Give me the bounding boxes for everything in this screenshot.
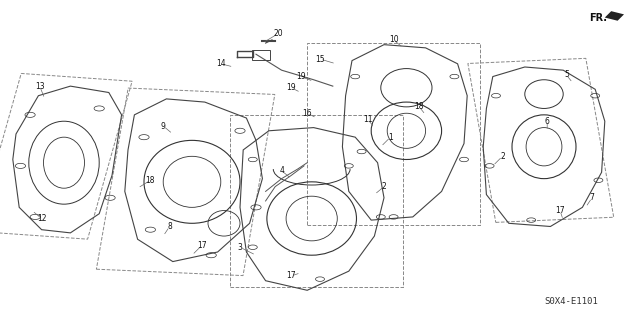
Text: S0X4-E1101: S0X4-E1101 (544, 297, 598, 306)
Text: 10: 10 (388, 35, 399, 44)
Text: 14: 14 (216, 59, 226, 68)
Text: FR.: FR. (589, 12, 607, 23)
Text: 6: 6 (545, 117, 550, 126)
Text: 2: 2 (381, 182, 387, 191)
Text: 17: 17 (196, 241, 207, 250)
Text: 1: 1 (388, 133, 393, 142)
Text: 17: 17 (555, 206, 565, 215)
Text: 16: 16 (302, 109, 312, 118)
Text: 20: 20 (273, 29, 284, 38)
Text: 2: 2 (500, 152, 505, 161)
Text: 13: 13 (35, 82, 45, 91)
Text: 19: 19 (296, 72, 306, 81)
Text: 17: 17 (286, 271, 296, 280)
Text: 18: 18 (415, 102, 424, 111)
Text: 12: 12 (37, 214, 46, 223)
Text: 8: 8 (167, 222, 172, 231)
Text: 18: 18 (146, 176, 155, 185)
Text: 7: 7 (589, 193, 595, 202)
Text: 11: 11 (364, 115, 372, 124)
Text: 19: 19 (286, 83, 296, 92)
Text: 4: 4 (279, 166, 284, 175)
Text: 15: 15 (315, 55, 325, 63)
Text: 9: 9 (161, 122, 166, 130)
Polygon shape (605, 11, 624, 21)
Text: 5: 5 (564, 70, 569, 79)
Text: 3: 3 (237, 243, 243, 252)
